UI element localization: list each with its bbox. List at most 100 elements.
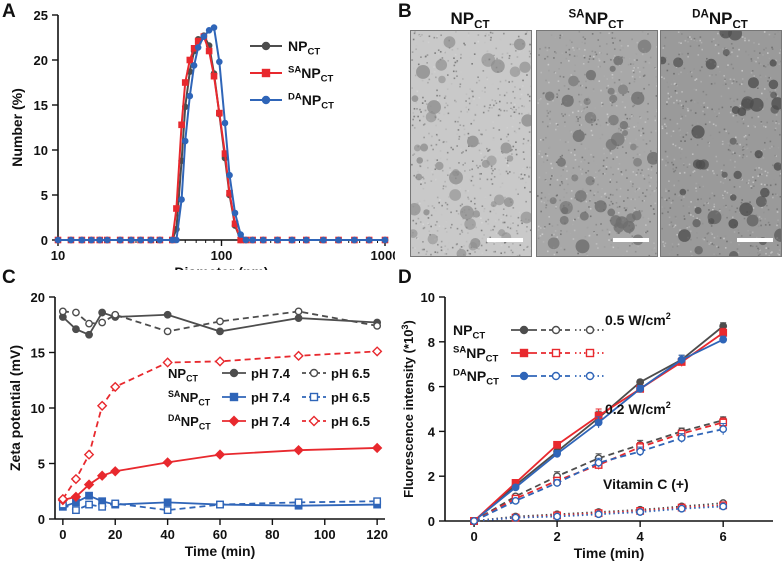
tem-noise <box>507 164 509 167</box>
tem-noise <box>467 145 470 148</box>
tem-noise <box>542 241 545 243</box>
tem-noise <box>644 60 647 63</box>
tem-noise <box>547 199 549 202</box>
data-point <box>98 318 107 327</box>
tem-noise <box>585 171 587 174</box>
tem-noise <box>585 192 588 195</box>
tem-noise <box>686 225 688 228</box>
legend-label-sub: CT <box>307 47 320 58</box>
tem-noise <box>664 150 667 153</box>
tem-noise <box>689 174 692 177</box>
tem-noise <box>626 250 628 253</box>
data-point <box>173 236 180 244</box>
data-point <box>677 434 686 443</box>
y-axis-label-sup: 3 <box>400 324 410 329</box>
tem-noise <box>639 211 642 214</box>
tem-noise <box>428 230 431 233</box>
tem-noise <box>615 104 618 107</box>
x-tick-label: 120 <box>366 527 388 542</box>
tem-noise <box>764 66 767 68</box>
tem-noise <box>520 173 523 176</box>
tem-noise <box>680 104 683 107</box>
tem-noise <box>562 169 565 171</box>
tem-noise <box>774 33 776 35</box>
tem-noise <box>456 227 459 230</box>
tem-noise <box>649 220 651 223</box>
tem-texture <box>537 31 657 256</box>
tem-noise <box>426 62 428 64</box>
tem-texture <box>661 31 781 256</box>
tem-noise <box>417 217 420 220</box>
tem-noise <box>684 39 687 42</box>
tem-noise <box>602 172 605 175</box>
tem-noise <box>778 174 781 177</box>
tem-noise <box>511 251 514 254</box>
legend-marker-open <box>308 415 320 427</box>
tem-noise <box>592 156 595 158</box>
tem-noise <box>759 173 761 176</box>
tem-noise <box>515 188 517 191</box>
tem-particle <box>617 84 629 95</box>
tem-noise <box>537 237 540 240</box>
tem-noise <box>462 78 464 80</box>
tem-noise <box>454 53 457 56</box>
tem-noise <box>713 172 715 175</box>
tem-noise <box>617 246 619 249</box>
tem-noise <box>490 165 493 168</box>
y-axis-label: Fluorescence intensity (*103) <box>400 320 416 498</box>
tem-noise <box>497 232 499 235</box>
tem-noise <box>744 37 746 40</box>
tem-noise <box>639 151 641 154</box>
y-tick-label: 25 <box>34 8 48 23</box>
tem-noise <box>607 84 610 87</box>
tem-noise <box>627 189 629 191</box>
tem-noise <box>596 234 598 236</box>
tem-noise <box>473 202 476 205</box>
tem-noise <box>577 110 580 112</box>
tem-noise <box>665 159 668 162</box>
tem-noise <box>673 184 676 187</box>
tem-noise <box>674 144 677 147</box>
tem-noise <box>632 183 634 185</box>
tem-noise <box>766 121 769 124</box>
tem-noise <box>723 128 726 131</box>
tem-noise <box>567 51 569 53</box>
tem-particle <box>561 207 569 215</box>
tem-noise <box>520 93 523 96</box>
tem-noise <box>732 151 735 154</box>
tem-noise <box>612 194 614 196</box>
tem-noise <box>736 143 738 145</box>
tem-noise <box>595 243 598 245</box>
y-axis-label: Zeta potential (mV) <box>7 345 23 471</box>
tem-noise <box>523 158 525 160</box>
tem-noise <box>683 215 685 217</box>
tem-noise <box>634 207 636 209</box>
tem-noise <box>619 39 621 42</box>
tem-noise <box>695 89 698 91</box>
tem-noise <box>635 224 637 227</box>
tem-noise <box>680 71 682 74</box>
tem-noise <box>487 109 490 112</box>
tem-noise <box>548 147 550 150</box>
tem-noise <box>573 229 576 232</box>
tem-particle <box>413 144 421 152</box>
data-point <box>210 72 218 80</box>
tem-noise <box>512 90 514 93</box>
tem-noise <box>635 174 638 176</box>
data-point <box>320 236 327 244</box>
tem-noise <box>656 187 657 189</box>
tem-noise <box>567 183 569 186</box>
tem-noise <box>561 154 564 157</box>
tem-noise <box>759 74 762 77</box>
tem-noise <box>434 168 437 171</box>
tem-noise <box>556 124 559 126</box>
tem-noise <box>420 56 422 58</box>
tem-noise <box>675 217 677 220</box>
tem-noise <box>521 222 523 225</box>
tem-noise <box>683 196 685 198</box>
tem-noise <box>674 169 677 172</box>
tem-noise <box>568 48 571 51</box>
tem-noise <box>653 247 656 249</box>
tem-noise <box>708 209 710 211</box>
tem-particle <box>456 248 467 256</box>
